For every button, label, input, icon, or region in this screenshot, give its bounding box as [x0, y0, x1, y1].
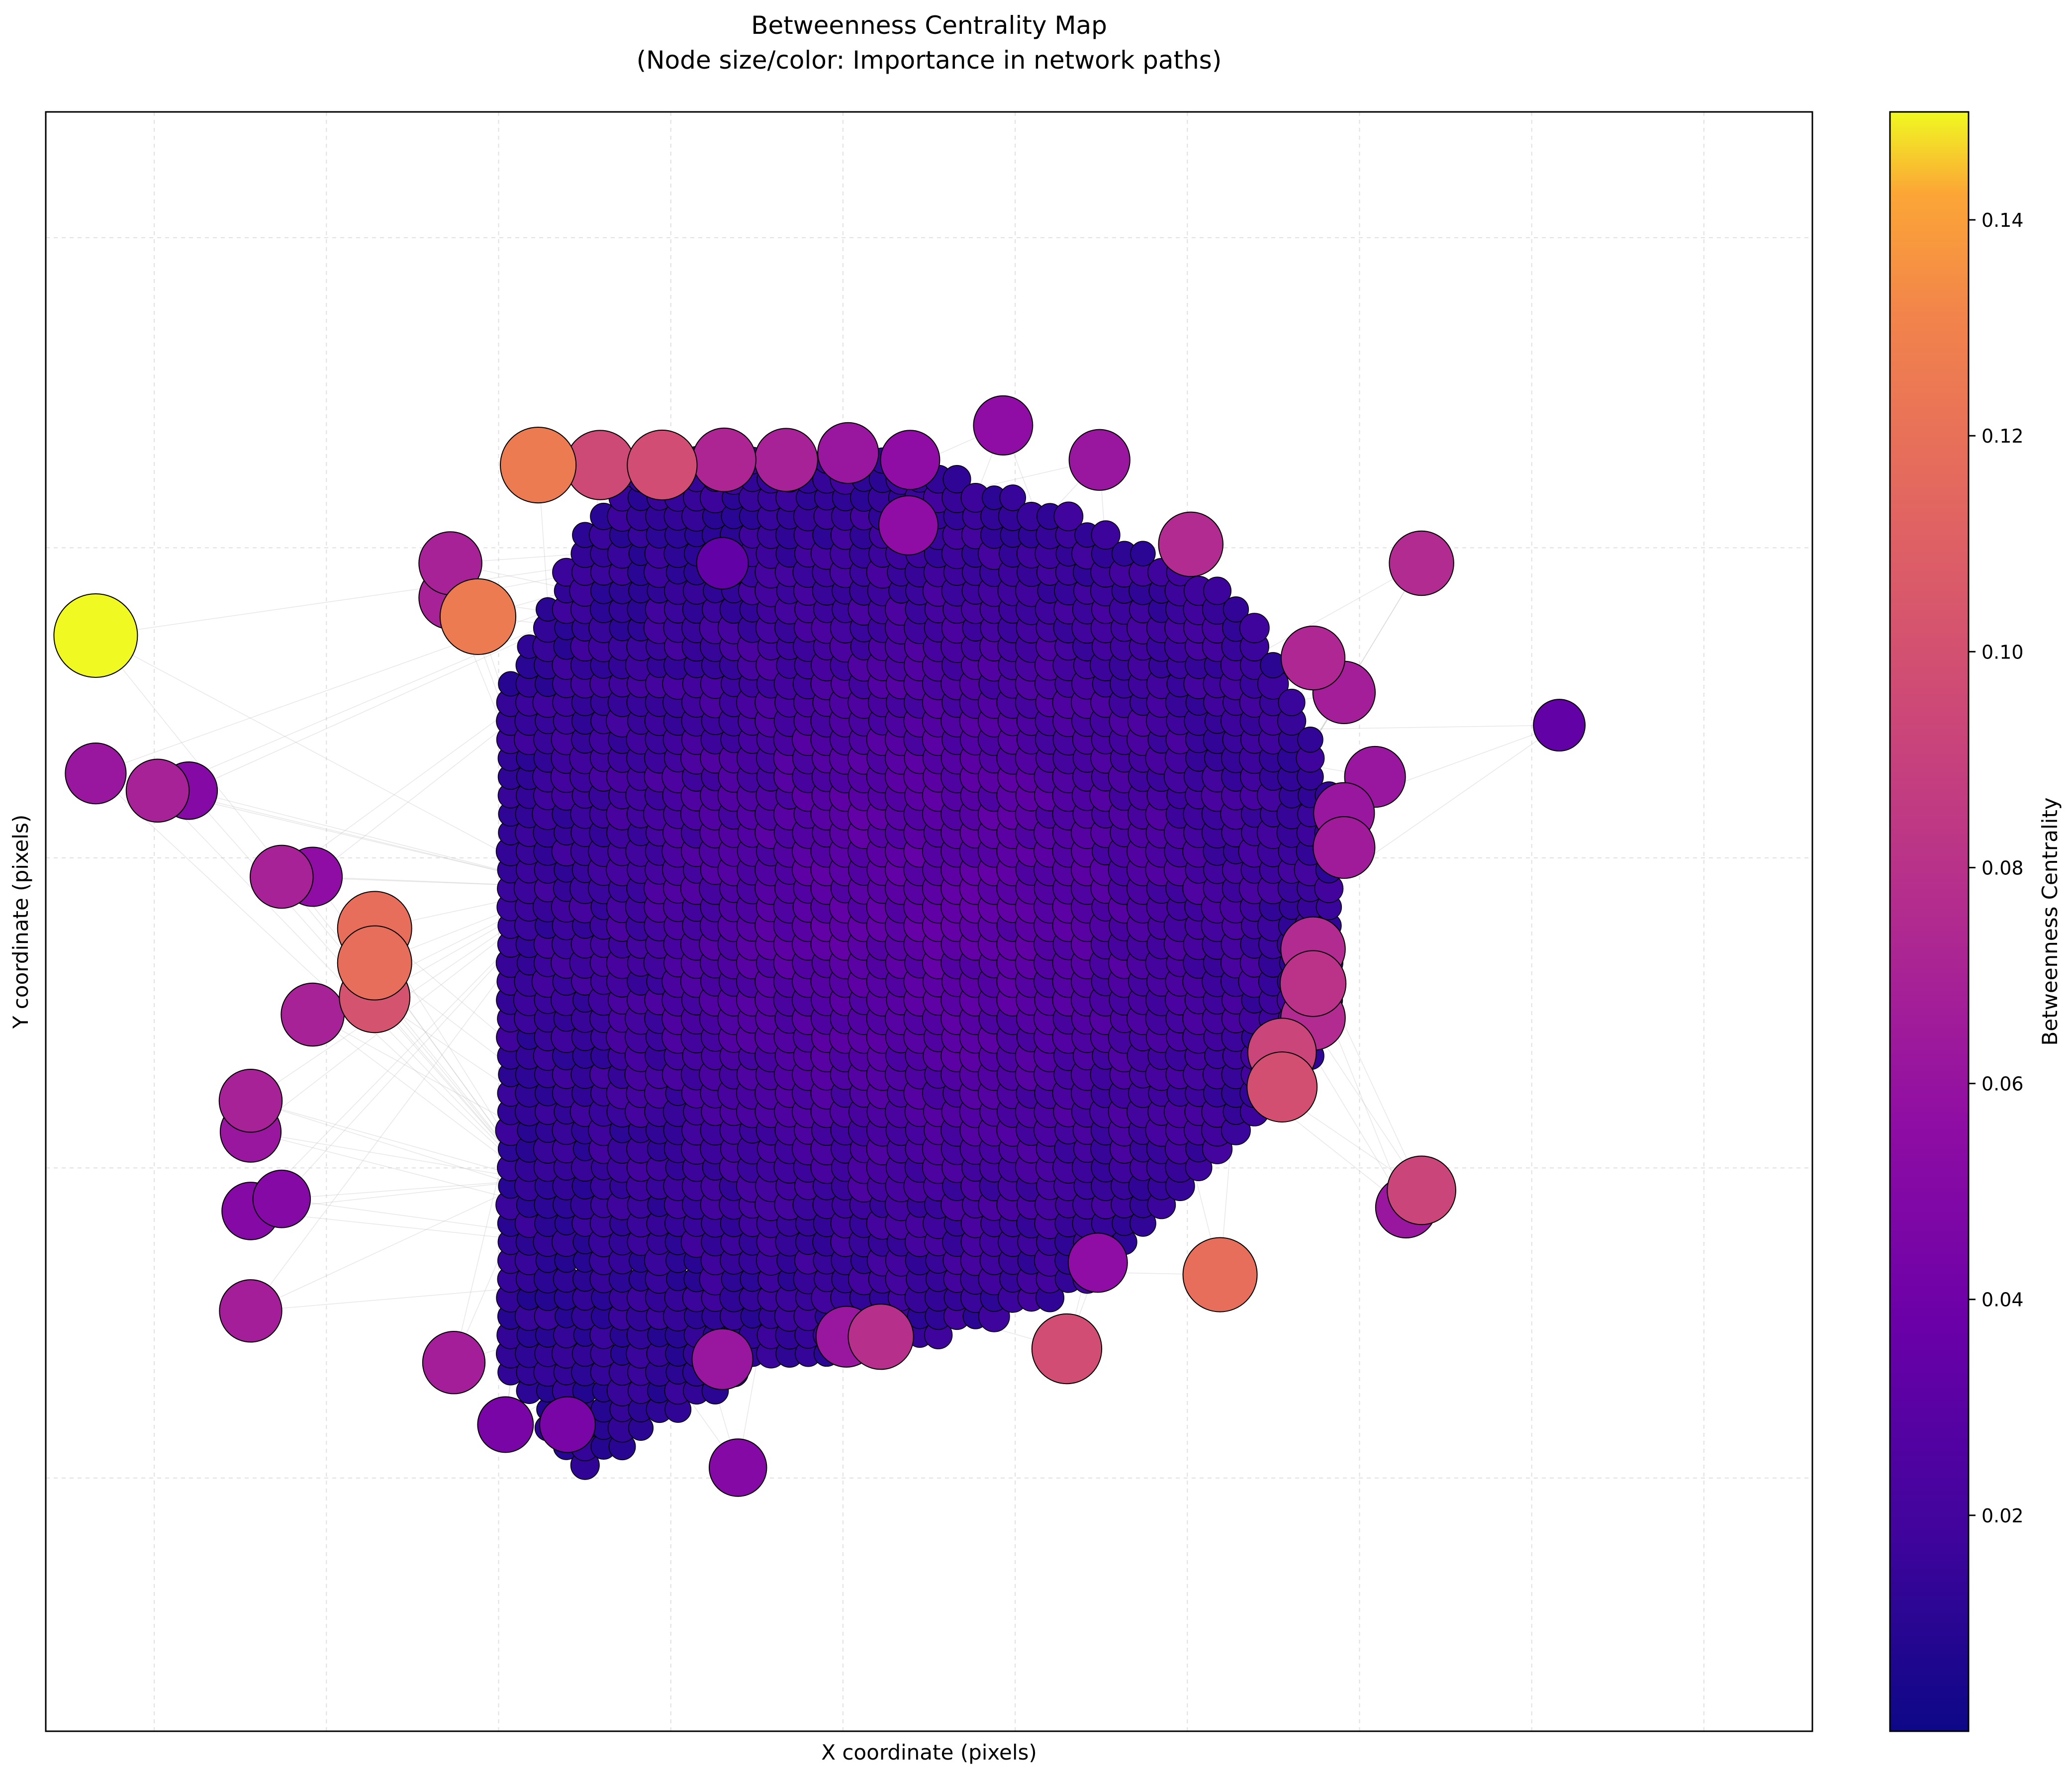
colorbar-label: Betweenness Centrality — [2038, 797, 2062, 1045]
network-edge — [95, 635, 568, 888]
high-centrality-node — [878, 495, 939, 556]
colorbar-tick-label: 0.08 — [1981, 857, 2024, 879]
high-centrality-node — [880, 430, 941, 490]
high-centrality-node — [1158, 511, 1224, 577]
high-centrality-node — [692, 427, 756, 492]
high-centrality-node — [708, 1438, 767, 1497]
network-edge — [250, 1131, 533, 1181]
high-centrality-node — [439, 578, 517, 655]
network-edge — [312, 1014, 534, 1181]
colorbar-gradient — [1890, 112, 1969, 1731]
colorbar-tick-label: 0.14 — [1981, 209, 2024, 231]
chart-title: Betweenness Centrality Map — [751, 11, 1107, 40]
scatter-points — [53, 395, 1586, 1497]
x-axis-label: X coordinate (pixels) — [821, 1740, 1037, 1765]
high-centrality-node — [1067, 1232, 1128, 1293]
node-point — [942, 465, 971, 493]
high-centrality-node — [1533, 699, 1586, 752]
node-point — [1053, 501, 1084, 532]
high-centrality-node — [1246, 1051, 1318, 1122]
colorbar-tick-label: 0.06 — [1981, 1073, 2024, 1095]
high-centrality-node — [1031, 1313, 1103, 1385]
high-centrality-node — [1068, 429, 1130, 491]
y-axis-label: Y coordinate (pixels) — [8, 815, 33, 1029]
high-centrality-node — [422, 1331, 486, 1395]
colorbar-tick-label: 0.02 — [1981, 1505, 2024, 1527]
colorbar-tick-label: 0.12 — [1981, 425, 2024, 447]
high-centrality-node — [1387, 1155, 1457, 1225]
node-point — [1223, 596, 1249, 623]
high-centrality-node — [691, 1328, 753, 1390]
network-edge — [95, 635, 534, 1181]
colorbar-frame — [1889, 111, 1970, 1732]
plot-area — [45, 111, 1813, 1732]
high-centrality-node — [754, 428, 818, 492]
network-edge — [95, 773, 534, 1181]
node-point — [1203, 576, 1231, 605]
node-point — [1278, 688, 1306, 716]
node-point — [1130, 541, 1156, 566]
high-centrality-node — [281, 982, 345, 1047]
high-centrality-node — [817, 422, 879, 484]
network-edge — [250, 1179, 534, 1311]
high-centrality-node — [1280, 625, 1346, 691]
high-centrality-node — [1313, 816, 1376, 879]
high-centrality-node — [65, 742, 127, 805]
high-centrality-node — [627, 429, 698, 501]
high-centrality-node — [1389, 530, 1454, 596]
high-centrality-node — [218, 1068, 283, 1133]
colorbar: 0.02 0.04 0.06 0.08 0.10 0.12 0.14 Betweenness… — [1889, 111, 2062, 1732]
high-centrality-node — [477, 1396, 534, 1453]
high-centrality-node — [500, 426, 577, 504]
high-centrality-node — [252, 1169, 311, 1228]
high-centrality-node — [53, 593, 138, 678]
node-point — [999, 484, 1027, 511]
colorbar-ticks: 0.02 0.04 0.06 0.08 0.10 0.12 0.14 — [1969, 209, 2024, 1527]
high-centrality-node — [848, 1304, 914, 1370]
high-centrality-node — [1182, 1237, 1258, 1312]
node-point — [1239, 613, 1270, 644]
high-centrality-node — [973, 395, 1034, 456]
high-centrality-node — [250, 844, 314, 909]
node-point — [1091, 520, 1121, 550]
plot-frame — [45, 111, 1813, 1732]
network-edge — [281, 876, 534, 1181]
node-point — [1297, 726, 1323, 753]
high-centrality-node — [219, 1279, 283, 1343]
high-centrality-node — [1279, 950, 1347, 1017]
high-centrality-node — [539, 1396, 596, 1453]
network-edge — [282, 1179, 533, 1200]
chart-subtitle: (Node size/color: Importance in network … — [637, 46, 1222, 75]
high-centrality-node — [337, 925, 412, 1001]
colorbar-tick-label: 0.10 — [1981, 641, 2024, 663]
network-edge — [250, 1100, 533, 1181]
high-centrality-node — [125, 758, 190, 823]
high-centrality-node — [696, 537, 749, 590]
colorbar-tick-label: 0.04 — [1981, 1289, 2024, 1311]
